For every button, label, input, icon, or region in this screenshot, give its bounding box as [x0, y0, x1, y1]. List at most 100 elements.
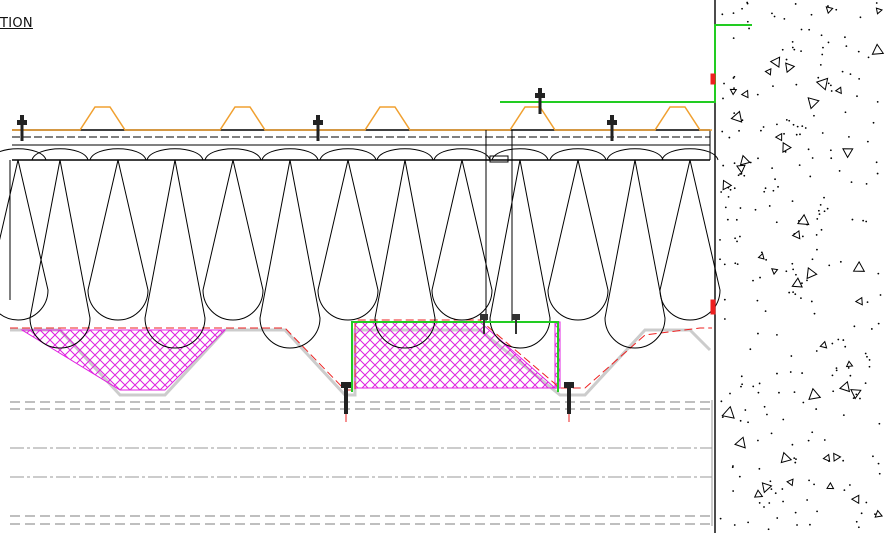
aggregate-dot	[776, 333, 778, 336]
aggregate-dot	[734, 262, 737, 265]
aggregate-dot	[772, 189, 775, 192]
insulation-layer	[0, 148, 721, 349]
screw-fastener-icon	[341, 382, 351, 422]
aggregate-dot	[809, 523, 811, 526]
aggregate-dot	[794, 461, 797, 464]
screw-fastener-icon	[564, 382, 574, 422]
aggregate-dot	[785, 270, 788, 273]
aggregate-dot	[754, 208, 757, 211]
aggregate-dot	[723, 82, 725, 85]
aggregate-triangle-icon	[822, 453, 831, 462]
aggregate-dot	[822, 46, 824, 49]
aggregate-triangle-icon	[774, 132, 783, 142]
aggregate-dot	[839, 260, 842, 263]
aggregate-dot	[722, 97, 724, 100]
aggregate-dot	[771, 167, 774, 170]
aggregate-dot	[731, 466, 734, 469]
aggregate-dot	[733, 112, 736, 115]
aggregate-dot	[815, 234, 818, 236]
insulation-loop	[0, 148, 49, 321]
aggregate-dot	[728, 136, 731, 139]
insulation-loop	[659, 148, 721, 321]
aggregate-dot	[844, 36, 846, 39]
aggregate-dot	[842, 459, 845, 462]
aggregate-dot	[827, 5, 829, 7]
aggregate-dot	[820, 228, 823, 231]
aggregate-dot	[801, 235, 804, 238]
aggregate-dot	[817, 76, 820, 79]
aggregate-dot	[808, 28, 811, 31]
aggregate-triangle-icon	[785, 62, 796, 74]
aggregate-dot	[741, 383, 744, 386]
aggregate-dot	[747, 521, 750, 524]
aggregate-triangle-icon	[838, 380, 851, 393]
aggregate-dot	[782, 418, 785, 421]
aggregate-triangle-icon	[806, 266, 818, 280]
aggregate-dot	[877, 462, 880, 465]
aggregate-triangle-icon	[734, 436, 746, 449]
aggregate-dot	[830, 157, 833, 160]
flashing	[351, 24, 752, 392]
aggregate-dot	[807, 439, 810, 442]
aggregate-dot	[757, 332, 759, 335]
aggregate-dot	[823, 439, 826, 441]
aggregate-dot	[748, 27, 750, 30]
aggregate-dot	[809, 175, 812, 178]
aggregate-dot	[852, 397, 855, 400]
aggregate-dot	[868, 359, 871, 361]
aggregate-dot	[740, 172, 743, 175]
concrete-aggregate	[719, 1, 885, 531]
aggregate-triangle-icon	[852, 260, 866, 272]
aggregate-dot	[851, 218, 854, 221]
aggregate-dot	[847, 367, 850, 369]
aggregate-dot	[841, 70, 844, 73]
aggregate-dot	[767, 528, 770, 531]
aggregate-dot	[849, 73, 852, 76]
aggregate-dot	[858, 77, 861, 80]
support-post	[485, 130, 513, 322]
aggregate-triangle-icon	[761, 482, 773, 494]
aggregate-dot	[723, 318, 726, 320]
aggregate-dot	[738, 475, 741, 478]
aggregate-dot	[770, 488, 773, 491]
aggregate-dot	[720, 191, 723, 193]
aggregate-dot	[810, 300, 813, 303]
aggregate-dot	[804, 127, 807, 129]
aggregate-dot	[813, 312, 816, 315]
aggregate-dot	[813, 483, 815, 486]
aggregate-dot	[739, 419, 742, 422]
aggregate-dot	[800, 28, 803, 31]
aggregate-dot	[746, 2, 749, 5]
aggregate-dot	[837, 338, 840, 341]
aggregate-dot	[865, 501, 868, 504]
aggregate-dot	[791, 40, 794, 43]
aggregate-triangle-icon	[753, 489, 764, 498]
aggregate-triangle-icon	[834, 86, 842, 95]
aggregate-triangle-icon	[730, 110, 743, 123]
aggregate-dot	[801, 372, 804, 374]
aggregate-dot	[719, 517, 722, 520]
aggregate-dot	[766, 413, 768, 416]
aggregate-dot	[756, 299, 759, 302]
screw-fastener-icon	[313, 115, 323, 141]
aggregate-dot	[865, 220, 868, 223]
vapour-control-line	[10, 319, 712, 391]
aggregate-dot	[758, 382, 761, 385]
aggregate-triangle-icon	[819, 340, 828, 349]
aggregate-dot	[845, 45, 848, 48]
top-rails	[12, 129, 711, 161]
aggregate-dot	[859, 397, 861, 400]
aggregate-dot	[732, 490, 735, 492]
aggregate-dot	[744, 409, 747, 411]
aggregate-triangle-icon	[721, 405, 735, 419]
aggregate-dot	[770, 432, 773, 435]
concrete-wall	[714, 0, 885, 533]
aggregate-dot	[732, 37, 735, 40]
aggregate-dot	[870, 328, 873, 330]
aggregate-dot	[876, 172, 879, 175]
aggregate-dot	[806, 279, 808, 282]
aggregate-dot	[801, 125, 804, 128]
aggregate-dot	[835, 8, 838, 11]
aggregate-dot	[747, 421, 749, 424]
aggregate-dot	[816, 510, 818, 513]
